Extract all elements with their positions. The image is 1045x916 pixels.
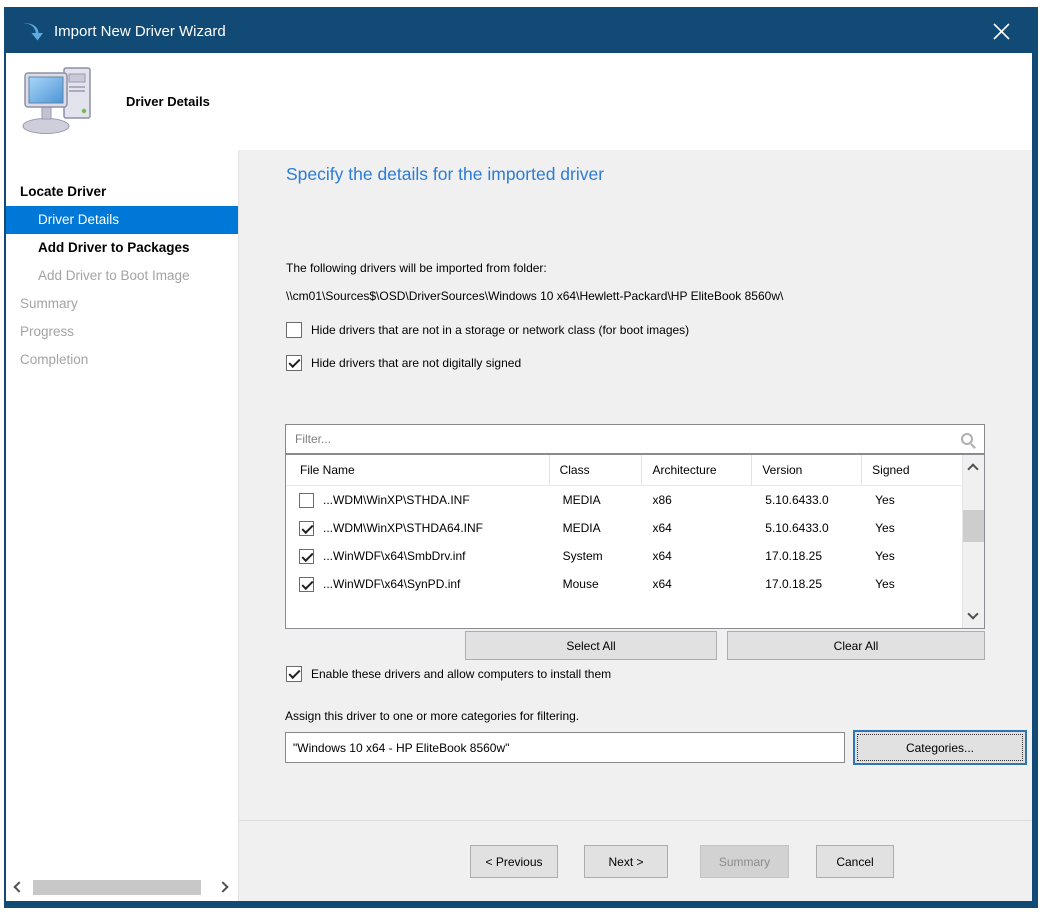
page-title: Specify the details for the imported dri… <box>286 164 605 184</box>
driver-row[interactable]: ...WDM\WinXP\STHDA.INF MEDIA x86 5.10.64… <box>286 486 962 514</box>
hide-unsigned-checkbox-row[interactable]: Hide drivers that are not digitally sign… <box>286 355 521 371</box>
checkbox-checked-icon[interactable] <box>286 355 302 371</box>
wizard-steps-sidebar: Locate Driver Driver Details Add Driver … <box>6 150 239 901</box>
cell-signed: Yes <box>875 577 895 591</box>
cell-architecture: x86 <box>652 493 672 507</box>
wizard-step-title: Driver Details <box>126 94 210 109</box>
cell-file-name: ...WinWDF\x64\SynPD.inf <box>323 577 461 591</box>
cell-architecture: x64 <box>652 521 672 535</box>
filter-input-wrap <box>285 424 985 454</box>
category-label: Assign this driver to one or more catego… <box>285 709 580 723</box>
select-all-button[interactable]: Select All <box>465 631 717 660</box>
row-checkbox[interactable] <box>299 492 314 508</box>
checkbox-unchecked-icon[interactable] <box>286 322 302 338</box>
driver-row[interactable]: ...WDM\WinXP\STHDA64.INF MEDIA x64 5.10.… <box>286 514 962 542</box>
column-header-version[interactable]: Version <box>752 455 863 485</box>
cell-signed: Yes <box>875 493 895 507</box>
sidebar-horizontal-scrollbar[interactable] <box>9 879 233 896</box>
cell-class: MEDIA <box>562 493 601 507</box>
scroll-down-icon[interactable] <box>967 608 979 620</box>
enable-drivers-checkbox-row[interactable]: Enable these drivers and allow computers… <box>286 666 611 682</box>
cell-file-name: ...WDM\WinXP\STHDA64.INF <box>323 521 484 535</box>
cell-version: 5.10.6433.0 <box>765 493 829 507</box>
folder-path: \\cm01\Sources$\OSD\DriverSources\Window… <box>286 289 784 303</box>
cell-signed: Yes <box>875 549 895 563</box>
sidebar-item-add-driver-to-packages[interactable]: Add Driver to Packages <box>38 240 190 255</box>
column-header-file-name[interactable]: File Name <box>286 455 550 485</box>
driver-row[interactable]: ...WinWDF\x64\SmbDrv.inf System x64 17.0… <box>286 542 962 570</box>
drivers-table: File Name Class Architecture Version Sig… <box>285 454 985 629</box>
row-checkbox[interactable] <box>299 520 314 536</box>
intro-text: The following drivers will be imported f… <box>286 261 547 275</box>
column-header-signed[interactable]: Signed <box>872 463 910 477</box>
search-icon <box>961 433 973 445</box>
summary-button: Summary <box>700 845 789 878</box>
checkbox-checked-icon[interactable] <box>286 666 302 682</box>
column-header-architecture[interactable]: Architecture <box>642 455 753 485</box>
cell-architecture: x64 <box>652 577 672 591</box>
previous-button[interactable]: < Previous <box>470 845 558 878</box>
computer-icon <box>22 63 96 140</box>
cell-architecture: x64 <box>652 549 672 563</box>
sidebar-item-progress: Progress <box>20 324 75 339</box>
titlebar[interactable]: Import New Driver Wizard <box>6 9 1032 53</box>
scroll-right-icon[interactable] <box>217 881 229 893</box>
driver-details-panel: Specify the details for the imported dri… <box>239 150 1032 901</box>
cell-version: 17.0.18.25 <box>765 549 823 563</box>
wizard-header: Driver Details <box>6 53 1032 150</box>
sidebar-item-add-driver-to-boot-image: Add Driver to Boot Image <box>38 268 190 283</box>
wizard-arrow-icon <box>20 19 44 43</box>
footer-divider <box>239 820 1032 821</box>
clear-all-button[interactable]: Clear All <box>727 631 985 660</box>
sidebar-item-completion: Completion <box>20 352 89 367</box>
filter-input[interactable] <box>295 432 961 446</box>
close-button[interactable] <box>984 14 1018 48</box>
row-checkbox[interactable] <box>299 548 314 564</box>
cell-class: System <box>562 549 603 563</box>
hide-storage-checkbox-row[interactable]: Hide drivers that are not in a storage o… <box>286 322 689 338</box>
cell-class: MEDIA <box>562 521 601 535</box>
scroll-left-icon[interactable] <box>13 881 25 893</box>
cancel-button[interactable]: Cancel <box>816 845 894 878</box>
sidebar-item-driver-details[interactable]: Driver Details <box>6 206 238 234</box>
checkbox-label: Hide drivers that are not digitally sign… <box>311 356 522 370</box>
window-title: Import New Driver Wizard <box>54 22 226 40</box>
cell-version: 17.0.18.25 <box>765 577 823 591</box>
table-header-row: File Name Class Architecture Version Sig… <box>286 455 962 486</box>
content-row: Locate Driver Driver Details Add Driver … <box>6 150 1032 901</box>
scrollbar-thumb[interactable] <box>963 510 984 542</box>
import-driver-wizard-window: Import New Driver Wizard <box>4 7 1038 908</box>
next-button[interactable]: Next > <box>584 845 668 878</box>
cell-file-name: ...WinWDF\x64\SmbDrv.inf <box>323 549 466 563</box>
column-header-class[interactable]: Class <box>550 455 643 485</box>
categories-button[interactable]: Categories... <box>853 730 1027 765</box>
cell-class: Mouse <box>562 577 599 591</box>
checkbox-label: Hide drivers that are not in a storage o… <box>311 323 690 337</box>
scroll-up-icon[interactable] <box>967 463 979 475</box>
cell-file-name: ...WDM\WinXP\STHDA.INF <box>323 493 470 507</box>
cell-version: 5.10.6433.0 <box>765 521 829 535</box>
category-input[interactable] <box>285 732 845 763</box>
table-vertical-scrollbar[interactable] <box>962 455 984 628</box>
sidebar-item-locate-driver[interactable]: Locate Driver <box>20 184 107 199</box>
checkbox-label: Enable these drivers and allow computers… <box>311 667 612 681</box>
driver-row[interactable]: ...WinWDF\x64\SynPD.inf Mouse x64 17.0.1… <box>286 570 962 598</box>
cell-signed: Yes <box>875 521 895 535</box>
sidebar-item-summary: Summary <box>20 296 78 311</box>
scrollbar-thumb[interactable] <box>33 880 201 895</box>
row-checkbox[interactable] <box>299 576 314 592</box>
